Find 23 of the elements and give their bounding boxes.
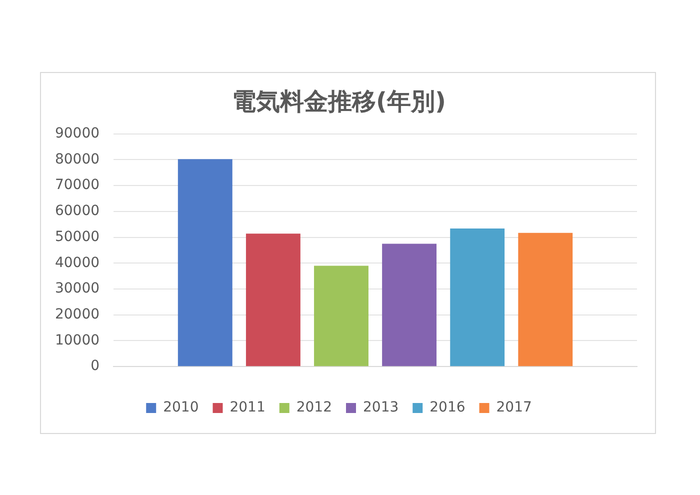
chart-title: 電気料金推移(年別) <box>232 88 446 116</box>
y-tick-label: 10000 <box>54 332 100 348</box>
bar <box>382 244 437 366</box>
legend-label: 2017 <box>496 400 532 416</box>
legend-label: 2016 <box>430 400 466 416</box>
bar <box>518 232 573 366</box>
y-tick-label: 30000 <box>54 280 100 297</box>
legend-label: 2012 <box>296 400 332 416</box>
legend-label: 2011 <box>230 400 266 416</box>
bar <box>246 234 300 366</box>
y-tick-label: 80000 <box>54 151 100 168</box>
bar <box>314 266 368 366</box>
y-tick-label: 40000 <box>54 254 100 271</box>
bar <box>178 159 232 366</box>
legend-label: 2010 <box>163 400 199 416</box>
y-tick-label: 90000 <box>54 125 100 142</box>
y-tick-label: 50000 <box>54 228 100 245</box>
y-tick-label: 0 <box>90 358 100 374</box>
legend-label: 2013 <box>363 400 399 416</box>
y-tick-label: 60000 <box>54 203 100 220</box>
y-tick-label: 20000 <box>54 306 100 323</box>
bar <box>450 228 505 366</box>
y-tick-label: 70000 <box>54 177 100 194</box>
